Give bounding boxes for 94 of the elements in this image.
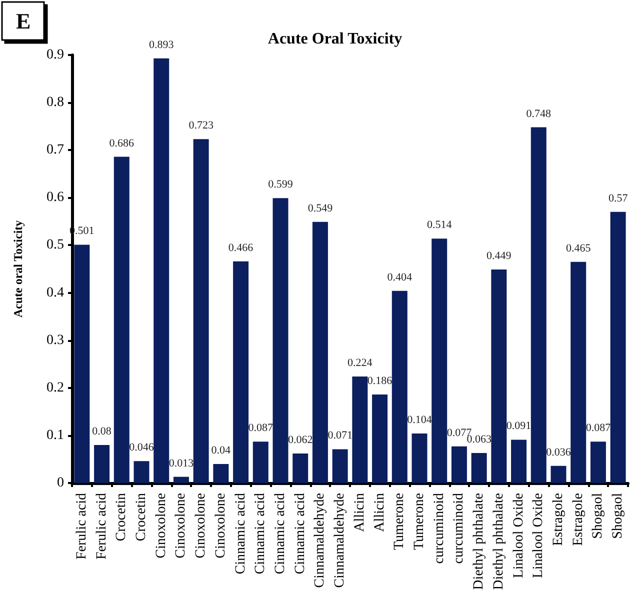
bar [392,290,408,483]
x-tick-label: Cinnamaldehyde [332,493,348,588]
data-label: 0.091 [506,420,532,432]
bar [94,444,110,483]
bar [530,127,546,483]
x-tick-label: Cinoxolone [154,493,169,558]
bar [173,476,189,483]
y-tick-label: 0.4 [46,285,64,300]
x-tick-label: Cinnamic acid [273,493,288,574]
data-label: 0.465 [566,242,592,254]
bar [570,262,586,483]
x-tick-label: Shogaol [610,492,626,539]
x-tick-label: Linalool Oxide [531,493,546,578]
x-tick-label: Crocetin [114,493,130,542]
x-tick-label: Cinoxolone [194,493,209,558]
bar [193,139,209,483]
x-tick-label: Tumerone [412,493,427,550]
bar [154,58,170,483]
data-label: 0.186 [367,375,393,388]
x-tick-label: Diethyl phthalate [472,493,487,590]
bar [332,449,348,483]
data-label: 0.087 [586,422,612,434]
bar [352,376,368,483]
y-axis-title: Acute oral Toxicity [11,220,25,318]
x-tick-label: Shogaol [590,492,606,539]
data-label: 0.466 [228,242,254,254]
x-tick-label: Crocetin [134,493,149,542]
x-tick-label: Allicin [372,493,388,532]
y-tick-label: 0.2 [46,380,64,396]
x-tick-label: Cinoxolone [213,493,228,558]
bar [312,222,328,483]
x-tick-label: Tumerone [392,493,408,550]
data-label: 0.046 [129,442,154,454]
x-tick-label: Cinnamic acid [233,493,248,574]
x-tick-label: curcuminoid [432,493,447,564]
bar [134,461,150,483]
bar [372,394,388,483]
data-label: 0.549 [308,202,334,214]
y-tick-label: 0 [57,476,64,490]
bar [491,269,507,483]
x-tick-label: Allicin [352,493,368,532]
x-tick-label: curcuminoid [452,493,467,564]
x-tick-label: Linalool Oxide [511,493,526,578]
x-tick-label: Ferulic acid [74,493,90,560]
x-tick-label: Estragole [551,493,566,546]
y-tick-label: 0.3 [46,332,64,348]
x-tick-label: Cinoxolone [174,493,189,558]
x-tick-label: Diethyl phthalate [491,493,506,590]
data-label: 0.224 [348,356,373,369]
data-label: 0.599 [268,178,294,191]
bar [74,244,90,483]
data-label: 0.57 [608,192,628,204]
bar [511,440,527,483]
data-label: 0.071 [328,430,352,442]
y-tick-label: 0.9 [46,48,64,62]
data-label: 0.036 [546,446,572,458]
x-tick-label: Estragole [570,493,586,546]
data-label: 0.087 [248,422,274,434]
text: E [16,8,31,34]
bar [432,238,448,483]
data-label: 0.748 [526,108,552,120]
data-label: 0.723 [188,120,214,132]
chart-title: Acute Oral Toxicity [268,30,402,48]
data-label: 0.686 [109,137,135,150]
data-label: 0.04 [211,444,232,456]
bar [610,212,626,483]
bar [114,156,130,483]
x-tick-label: Cinnamaldehyde [312,493,328,588]
data-label: 0.449 [486,250,512,262]
bar [412,434,428,483]
bar [550,466,566,483]
y-tick-label: 0.7 [46,142,64,158]
y-tick-label: 0.5 [46,238,64,253]
x-tick-label: Cinnamic acid [292,493,308,574]
bar [233,261,249,483]
bar [590,442,606,483]
bar [292,454,308,483]
data-label: 0.062 [288,434,313,446]
data-label: 0.514 [426,219,452,232]
x-tick-label: Ferulic acid [94,493,110,560]
bar [213,464,229,483]
y-tick-label: 0.6 [46,190,64,206]
data-label: 0.893 [148,38,174,51]
bar [471,453,487,483]
y-tick-label: 0.8 [46,95,64,110]
bar [252,442,268,483]
data-label: 0.08 [92,425,112,438]
x-tick-label: Cinnamic acid [253,493,268,574]
y-tick-label: 0.1 [46,428,64,443]
data-label: 0.013 [168,457,194,470]
bar [272,198,288,483]
bar [451,446,467,483]
data-label: 0.404 [387,271,413,284]
data-label: 0.063 [466,434,492,446]
